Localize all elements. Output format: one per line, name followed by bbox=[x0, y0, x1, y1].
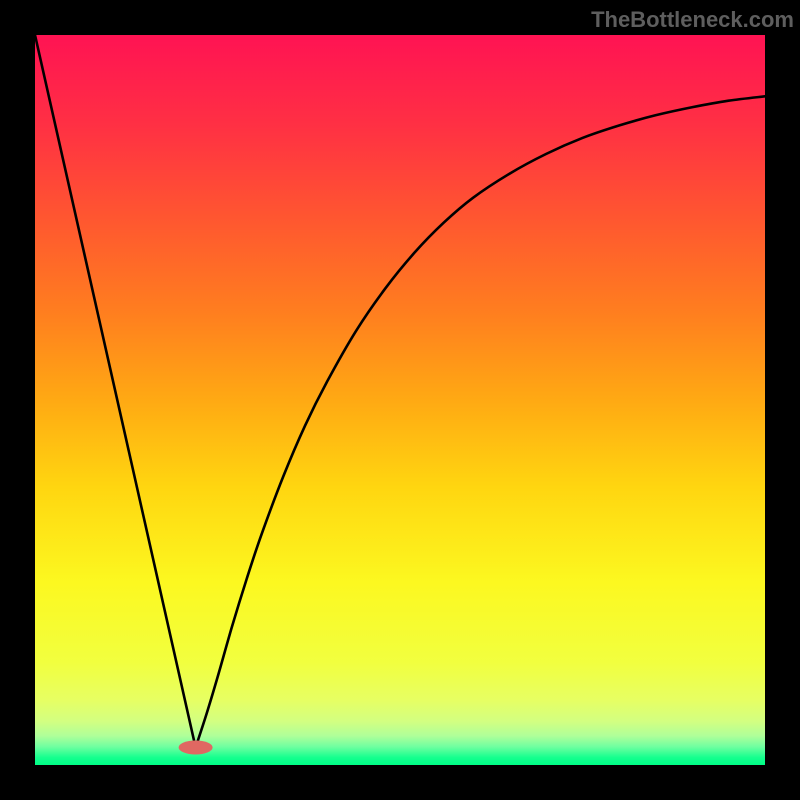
plot-background bbox=[35, 35, 765, 765]
chart-container: TheBottleneck.com bbox=[0, 0, 800, 800]
chart-svg bbox=[0, 0, 800, 800]
optimal-marker bbox=[179, 740, 213, 754]
watermark-text: TheBottleneck.com bbox=[591, 7, 794, 33]
